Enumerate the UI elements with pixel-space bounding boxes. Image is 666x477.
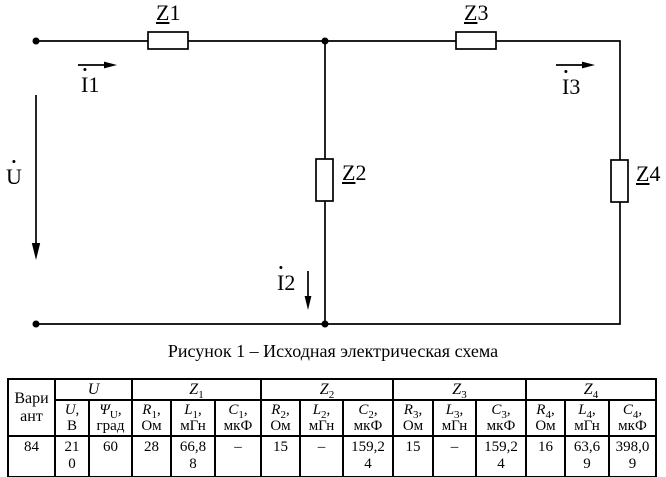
node-bottom-left bbox=[32, 320, 40, 328]
col-header-L4: L4, мГн bbox=[564, 399, 610, 437]
impedance-box-z1 bbox=[147, 31, 189, 50]
impedance-box-z2 bbox=[315, 158, 334, 202]
cell-R3: 15 bbox=[392, 435, 434, 477]
cell-L1: 66,88 bbox=[170, 435, 216, 477]
node-top-middle bbox=[321, 37, 329, 45]
col-header-C4: C4, мкФ bbox=[608, 399, 657, 437]
label-voltage-u: U bbox=[6, 164, 22, 189]
group-header-Z2: Z2 bbox=[260, 378, 394, 401]
cell-C3: 159,24 bbox=[475, 435, 527, 477]
group-header-Z3: Z3 bbox=[392, 378, 527, 401]
impedance-box-z3 bbox=[455, 31, 497, 50]
col-header-R1: R1, Ом bbox=[131, 399, 172, 437]
current2-arrowhead bbox=[304, 296, 312, 310]
cell-C4: 398,09 bbox=[608, 435, 657, 477]
current3-arrowhead bbox=[582, 61, 595, 69]
cell-L3: – bbox=[432, 435, 477, 477]
col-header-C2: C2, мкФ bbox=[342, 399, 394, 437]
label-z3: Z3 bbox=[464, 0, 489, 25]
node-bottom-middle bbox=[321, 320, 329, 328]
cell-R4: 16 bbox=[525, 435, 566, 477]
data-table: Вариант U Z1 Z2 Z3 Z4 U, В ΨU, град R1, Ом L1, мГн C1,… bbox=[7, 378, 657, 477]
cell-L2: – bbox=[299, 435, 344, 477]
cell-C1: – bbox=[214, 435, 262, 477]
label-current-i1: I1 bbox=[81, 72, 100, 97]
label-current-i2: I2 bbox=[277, 270, 296, 295]
cell-R2: 15 bbox=[260, 435, 301, 477]
col-header-L1: L1, мГн bbox=[170, 399, 216, 437]
label-z1: Z1 bbox=[156, 0, 181, 25]
col-header-L2: L2, мГн bbox=[299, 399, 344, 437]
figure-caption: Рисунок 1 – Исходная электрическая схема bbox=[167, 341, 499, 361]
nodes-and-arrowheads bbox=[31, 37, 595, 328]
col-header-C3: C3, мкФ bbox=[475, 399, 527, 437]
col-header-R2: R2, Ом bbox=[260, 399, 301, 437]
label-z4: Z4 bbox=[636, 161, 661, 186]
col-header-L3: L3, мГн bbox=[432, 399, 477, 437]
cell-U: 210 bbox=[54, 435, 90, 477]
cell-variant: 84 bbox=[7, 435, 56, 477]
col-header-ΨU: ΨU, град bbox=[88, 399, 133, 437]
node-top-left bbox=[32, 37, 40, 45]
group-header-Z1: Z1 bbox=[131, 378, 262, 401]
col-header-R4: R4, Ом bbox=[525, 399, 566, 437]
label-current-i3: I3 bbox=[562, 74, 581, 99]
col-header-C1: C1, мкФ bbox=[214, 399, 262, 437]
table-group-header-row: Вариант U Z1 Z2 Z3 Z4 bbox=[7, 378, 657, 437]
impedance-box-z4 bbox=[610, 159, 629, 203]
current1-arrowhead bbox=[104, 61, 117, 69]
cell-ΨU: 60 bbox=[88, 435, 133, 477]
cell-C2: 159,24 bbox=[342, 435, 394, 477]
table-data-row: 84 210 60 28 66,88–15–159,24 15–159,24 16 63,69… bbox=[7, 435, 657, 477]
cell-R1: 28 bbox=[131, 435, 172, 477]
impedance-boxes bbox=[147, 31, 629, 203]
col-header-U: U, В bbox=[54, 399, 90, 437]
col-header-R3: R3, Ом bbox=[392, 399, 434, 437]
group-header-U: U bbox=[54, 378, 133, 401]
table-subheader-row: U, В ΨU, град R1, Ом L1, мГн C1, мкФ R2, Ом L2, мГн C2… bbox=[8, 399, 657, 437]
voltage-arrowhead bbox=[31, 243, 41, 260]
cell-L4: 63,69 bbox=[564, 435, 610, 477]
label-z2: Z2 bbox=[342, 160, 367, 185]
group-header-Z4: Z4 bbox=[525, 378, 657, 401]
circuit-diagram bbox=[31, 31, 629, 328]
variant-column-header: Вариант bbox=[7, 378, 56, 437]
